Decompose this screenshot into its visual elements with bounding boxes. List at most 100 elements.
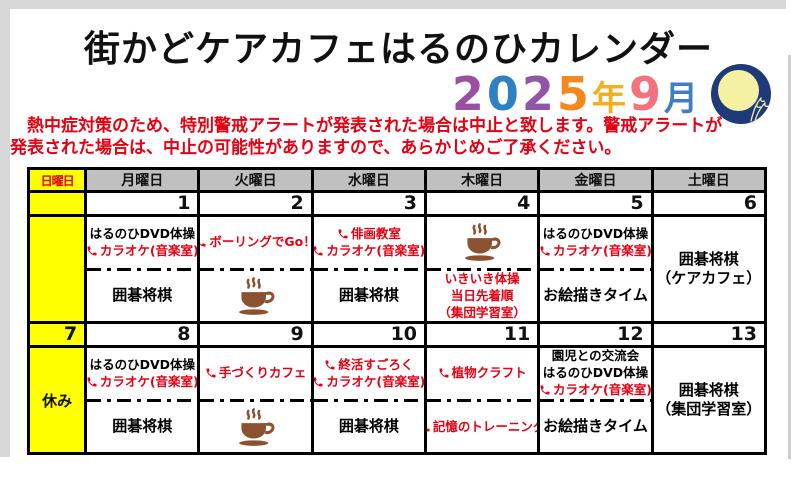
phone-icon xyxy=(439,368,449,378)
calendar-table: 日曜日 月曜日 火曜日 水曜日 木曜日 金曜日 土曜日 1 2 3 4 5 6 … xyxy=(26,167,768,455)
phone-icon xyxy=(428,428,430,432)
am-pm-divider xyxy=(88,398,196,402)
date-cell: 13 xyxy=(650,321,768,348)
date-cell: 5 xyxy=(537,190,654,217)
am-pm-divider xyxy=(201,398,310,402)
date-cell: 7 xyxy=(26,321,88,348)
notice-line-1: 熱中症対策のため、特別警戒アラートが発表された場合は中止と致します。警戒アラート… xyxy=(10,116,723,136)
phone-icon xyxy=(541,385,550,395)
activity: （集団学習室） xyxy=(438,304,526,320)
phone-icon xyxy=(338,229,348,239)
day-cell-wed10: 終活すごろく カラオケ(音楽室) 囲碁将棋 xyxy=(310,345,428,455)
sunday-cell: 休み xyxy=(26,345,88,455)
activity: 囲碁将棋 xyxy=(678,381,739,399)
phone-icon xyxy=(201,243,206,247)
day-cell-sat13: 囲碁将棋 （集団学習室） xyxy=(650,345,768,455)
activity: 囲碁将棋 xyxy=(678,250,739,268)
activity: （集団学習室） xyxy=(656,400,762,418)
page-title: 街かどケアカフェはるのひカレンダー xyxy=(83,29,713,70)
activity-with-phone: カラオケ(音楽室) xyxy=(315,243,423,259)
activity-with-phone: カラオケ(音楽室) xyxy=(88,374,196,390)
activity-with-phone: ボーリングでGo！ xyxy=(201,234,309,250)
am-pm-divider xyxy=(315,267,423,271)
activity: お絵描きタイム xyxy=(543,286,648,305)
activity: 囲碁将棋 xyxy=(112,286,173,305)
activity: お絵描きタイム xyxy=(543,417,648,436)
am-pm-divider xyxy=(541,398,650,402)
activity-with-phone: 植物クラフト xyxy=(438,365,527,381)
month-char: 月 xyxy=(663,79,701,119)
month-char: 2 xyxy=(521,67,557,121)
day-cell-tue2: ボーリングでGo！ xyxy=(197,214,314,324)
phone-icon xyxy=(315,246,323,256)
activity: 当日先着順 xyxy=(450,287,514,303)
date-cell: 8 xyxy=(84,321,201,348)
activity-with-phone: カラオケ(音楽室) xyxy=(88,243,196,259)
date-cell xyxy=(26,190,88,217)
scan-edge-right xyxy=(788,55,791,459)
date-cell: 1 xyxy=(84,190,201,217)
activity: 囲碁将棋 xyxy=(338,417,399,436)
notice-line-2: 発表された場合は、中止の可能性がありますので、あらかじめご了承ください。 xyxy=(10,137,622,158)
day-cell-thu11: 植物クラフト 記憶のトレーニング xyxy=(424,345,541,455)
moon-icon xyxy=(711,64,771,124)
phone-icon xyxy=(88,246,97,256)
date-cell: 6 xyxy=(650,190,768,217)
activity-with-phone: カラオケ(音楽室) xyxy=(541,243,649,259)
coffee-cup-icon xyxy=(238,276,275,315)
header-sunday: 日曜日 xyxy=(26,167,88,193)
header-friday: 金曜日 xyxy=(537,167,654,193)
month-char: 0 xyxy=(486,67,522,121)
week1-content-row: はるのひDVD体操 カラオケ(音楽室) 囲碁将棋 ボーリングでGo！ xyxy=(26,214,768,324)
day-cell-thu4: いきいき体操 当日先着順 （集団学習室） xyxy=(424,214,541,324)
scan-edge-left xyxy=(0,9,10,457)
coffee-cup-icon xyxy=(238,407,275,446)
month-char: 9 xyxy=(628,67,664,121)
susuki-grass-icon xyxy=(750,97,769,122)
date-cell: 11 xyxy=(424,321,541,348)
activity-with-phone: カラオケ(音楽室) xyxy=(541,382,649,398)
week2-content-row: 休み はるのひDVD体操 カラオケ(音楽室) 囲碁将棋 手づくりカフェ xyxy=(26,345,768,455)
day-cell-wed3: 俳画教室 カラオケ(音楽室) 囲碁将棋 xyxy=(310,214,428,324)
header-thursday: 木曜日 xyxy=(424,167,541,193)
month-char: 年 xyxy=(591,79,629,119)
day-cell-fri12: 園児との交流会 はるのひDVD体操 カラオケ(音楽室) お絵描きタイム xyxy=(537,345,654,455)
activity-with-phone: カラオケ(音楽室) xyxy=(315,374,423,390)
am-pm-divider xyxy=(428,398,536,402)
date-cell: 9 xyxy=(197,321,314,348)
activity-with-phone: 記憶のトレーニング xyxy=(428,419,536,435)
day-cell-sat6: 囲碁将棋 （ケアカフェ） xyxy=(650,214,768,324)
sunday-cell xyxy=(26,214,88,324)
week2-date-row: 7 8 9 10 11 12 13 xyxy=(26,321,768,348)
date-cell: 3 xyxy=(310,190,428,217)
day-cell-fri5: はるのひDVD体操 カラオケ(音楽室) お絵描きタイム xyxy=(537,214,654,324)
phone-icon xyxy=(315,377,323,387)
am-pm-divider xyxy=(315,398,423,402)
month-char: 2 xyxy=(451,67,487,121)
header-tuesday: 火曜日 xyxy=(197,167,314,193)
activity: （ケアカフェ） xyxy=(656,269,762,287)
date-cell: 2 xyxy=(197,190,314,217)
activity: はるのひDVD体操 xyxy=(89,225,195,241)
activity-with-phone: 手づくりカフェ xyxy=(205,365,306,381)
month-label: 2025年9月 xyxy=(452,71,701,117)
activity-with-phone: 終活すごろく xyxy=(324,357,413,373)
day-cell-tue9: 手づくりカフェ xyxy=(197,345,314,455)
week1-date-row: 1 2 3 4 5 6 xyxy=(26,190,768,217)
activity: はるのひDVD体操 xyxy=(542,225,649,241)
activity: はるのひDVD体操 xyxy=(89,356,195,372)
phone-icon xyxy=(541,246,550,256)
activity: いきいき体操 xyxy=(444,270,520,286)
activity: 囲碁将棋 xyxy=(338,286,399,305)
header-wednesday: 水曜日 xyxy=(310,167,428,193)
coffee-cup-icon xyxy=(465,223,501,262)
month-banner: 2025年9月 xyxy=(452,64,771,124)
am-pm-divider xyxy=(88,267,196,271)
activity: はるのひDVD体操 xyxy=(542,365,649,381)
header-monday: 月曜日 xyxy=(84,167,201,193)
date-cell: 10 xyxy=(310,321,428,348)
scan-edge-top xyxy=(0,0,786,9)
phone-icon xyxy=(206,368,216,378)
activity-with-phone: 俳画教室 xyxy=(337,226,401,242)
am-pm-divider xyxy=(541,267,650,271)
